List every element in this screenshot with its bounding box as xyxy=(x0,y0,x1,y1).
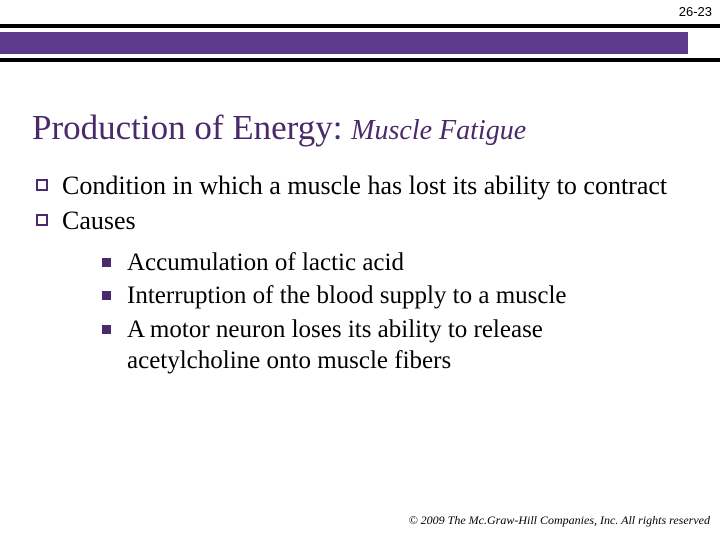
purple-bar xyxy=(0,32,688,54)
black-bar-top xyxy=(0,24,720,28)
filled-square-icon xyxy=(102,291,111,300)
header-bars xyxy=(0,24,720,66)
bullet-text: Condition in which a muscle has lost its… xyxy=(62,170,667,203)
filled-square-icon xyxy=(102,258,111,267)
hollow-square-icon xyxy=(36,214,48,226)
bullet-level1: Condition in which a muscle has lost its… xyxy=(36,170,676,203)
bullet-level2: A motor neuron loses its ability to rele… xyxy=(102,314,676,377)
black-bar-bottom xyxy=(0,58,720,62)
copyright-text: © 2009 The Mc.Graw-Hill Companies, Inc. … xyxy=(409,513,710,528)
sub-bullets: Accumulation of lactic acid Interruption… xyxy=(102,247,676,376)
bullet-text: Interruption of the blood supply to a mu… xyxy=(127,280,567,311)
content-area: Condition in which a muscle has lost its… xyxy=(36,170,676,378)
bullet-level2: Accumulation of lactic acid xyxy=(102,247,676,278)
bullet-text: A motor neuron loses its ability to rele… xyxy=(127,314,676,377)
bullet-text: Causes xyxy=(62,205,136,238)
title-sub: Muscle Fatigue xyxy=(351,115,526,146)
bullet-level2: Interruption of the blood supply to a mu… xyxy=(102,280,676,311)
page-number: 26-23 xyxy=(679,4,712,19)
hollow-square-icon xyxy=(36,179,48,191)
title-main: Production of Energy: xyxy=(32,108,342,147)
filled-square-icon xyxy=(102,325,111,334)
slide-title: Production of Energy: Muscle Fatigue xyxy=(32,108,526,148)
bullet-text: Accumulation of lactic acid xyxy=(127,247,404,278)
bullet-level1: Causes xyxy=(36,205,676,238)
